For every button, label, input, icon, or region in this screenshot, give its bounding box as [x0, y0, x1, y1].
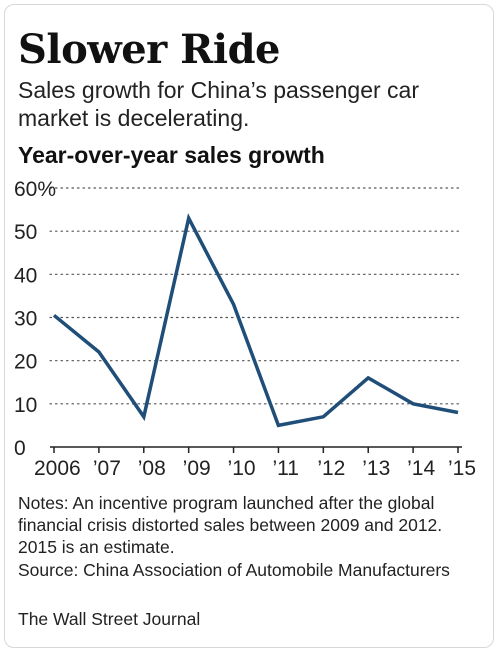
x-tick-label: ’14 [407, 457, 435, 480]
y-tick-label: 20 [14, 351, 37, 374]
chart-frame [4, 4, 494, 648]
x-tick-label: ’09 [183, 457, 211, 480]
x-tick-label: ’15 [448, 457, 476, 480]
data-series [52, 213, 459, 428]
y-tick-label: 60% [14, 178, 56, 201]
headline: Slower Ride [18, 26, 281, 73]
chart-source: Source: China Association of Automobile … [18, 560, 450, 580]
x-axis-tick-labels: 2006 ’07 ’08 ’09 ’10 ’11 ’12 ’13 ’14 ’15 [34, 457, 476, 480]
x-axis [50, 446, 462, 453]
y-tick-label: 30 [14, 308, 37, 331]
subhead: Sales growth for China’s passenger car m… [18, 77, 420, 131]
series-line [52, 213, 459, 428]
x-tick-label: ’08 [138, 457, 166, 480]
y-axis-tick-labels: 0 10 20 30 40 50 60% [14, 178, 56, 460]
chart-notes: Notes: An incentive program launched aft… [18, 493, 443, 557]
y-tick-label: 40 [14, 264, 37, 287]
x-tick-label: ’13 [362, 457, 390, 480]
x-tick-label: ’12 [317, 457, 345, 480]
x-tick-label: 2006 [34, 457, 81, 480]
x-tick-label: ’10 [228, 457, 256, 480]
y-tick-label: 0 [14, 437, 26, 460]
x-tick-label: ’07 [93, 457, 121, 480]
y-tick-label: 50 [14, 221, 37, 244]
x-tick-label: ’11 [272, 457, 298, 480]
publication-credit: The Wall Street Journal [18, 609, 201, 629]
chart-title: Year-over-year sales growth [18, 142, 325, 168]
y-tick-label: 10 [14, 394, 37, 417]
